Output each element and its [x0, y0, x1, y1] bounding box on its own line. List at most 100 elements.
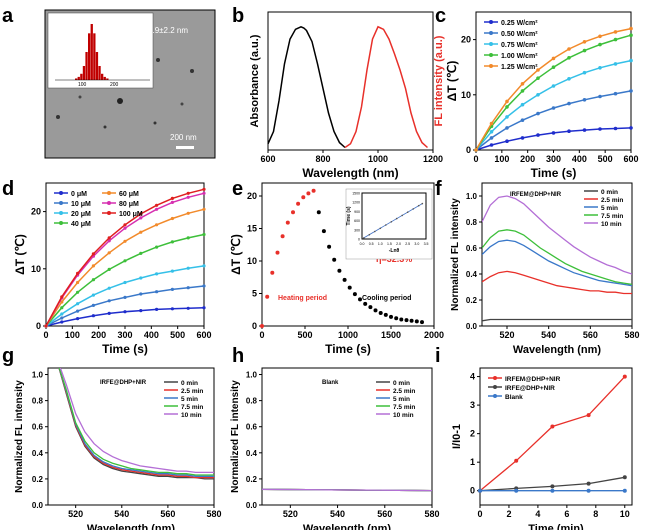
data-point [567, 129, 571, 133]
spectrum-line [482, 239, 632, 287]
data-point [202, 264, 206, 268]
histogram-bar [98, 66, 101, 80]
data-point [520, 136, 525, 140]
heating-point [311, 188, 316, 193]
data-point [44, 324, 48, 328]
x-axis-label: Time (min) [528, 523, 584, 530]
data-point [582, 40, 587, 44]
x-tick-label: 200 [91, 330, 106, 340]
legend-marker [107, 191, 111, 195]
spectrum-line [482, 229, 632, 286]
cooling-point [358, 297, 362, 302]
spectra-lines [482, 195, 632, 322]
x-tick-label: 580 [424, 509, 439, 519]
data-point [155, 223, 159, 227]
data-point [598, 94, 602, 99]
y-tick-label: 0.6 [32, 423, 44, 432]
heating-point [280, 234, 285, 239]
y-tick-label: 10 [31, 264, 41, 274]
legend-marker [59, 211, 63, 215]
cooling-point [383, 312, 388, 317]
data-point [60, 300, 64, 304]
plot-frame [261, 367, 433, 506]
cooling-point [332, 257, 337, 262]
data-point [76, 302, 80, 306]
legend-label: 7.5 min [393, 404, 415, 411]
data-point [170, 200, 174, 204]
inset-x-tick-label: 2.0 [396, 242, 401, 246]
histogram-bar [90, 24, 93, 80]
inset-y-tick-label: 600 [354, 219, 360, 223]
y-tick-label: 20 [461, 35, 471, 45]
data-point [536, 133, 540, 137]
data-point [170, 269, 174, 273]
inset-point [406, 211, 409, 213]
inset-y-tick-label: 0 [358, 238, 360, 242]
cooling-point [414, 319, 419, 324]
legend-label: IRFE@DHP+NIR [505, 385, 555, 392]
cooling-point [347, 285, 352, 290]
panel-h-blank-fl-spectra: 520 540 560 580 0.0 0.2 0.4 0.6 0.8 1.0 Wavelength… [230, 367, 440, 530]
data-point [489, 143, 494, 147]
y-tick-label: 0.8 [246, 397, 258, 406]
data-point [520, 82, 525, 86]
data-point [139, 251, 143, 255]
inset-y-tick-label: 900 [354, 210, 360, 214]
legend-label: 7.5 min [181, 404, 203, 411]
y-tick-label: 0.8 [32, 397, 44, 406]
data-point [505, 99, 509, 104]
y-tick-label: 0.4 [466, 270, 478, 279]
y-tick-label: 5 [252, 289, 257, 299]
inset-background [345, 188, 433, 260]
data-point [598, 34, 602, 39]
x-tick-label: 540 [330, 509, 345, 519]
data-point [489, 121, 494, 126]
inset-x-tick-label: 3.5 [424, 242, 429, 246]
spectrum-line [482, 318, 632, 322]
y-tick-label: 0.4 [246, 449, 258, 458]
cooling-point [363, 301, 368, 306]
plot-frame [361, 192, 427, 240]
inset-point [374, 230, 376, 233]
data-point [76, 317, 80, 321]
tem-particle [56, 115, 60, 119]
legend-label: 7.5 min [601, 213, 623, 220]
data-point [551, 106, 556, 110]
data-point [629, 33, 633, 37]
data-point [123, 310, 127, 314]
legend-label: Blank [505, 394, 523, 401]
data-point [582, 98, 587, 102]
cooling-point [368, 305, 373, 310]
data-point [155, 307, 159, 311]
tem-particle [117, 98, 123, 104]
histogram-bar [85, 52, 88, 80]
tem-particle [156, 58, 160, 62]
x-tick-label: 400 [572, 154, 587, 164]
data-point [107, 267, 111, 271]
data-point [107, 311, 111, 315]
data-point [76, 280, 80, 285]
plot-frame [267, 11, 434, 151]
panel-a-tem-image: 100 200 d=124.9±2.2 nm 200 nm [44, 9, 216, 159]
tem-particle [180, 102, 184, 106]
x-tick-label: 0 [259, 330, 264, 340]
x-tick-label: 4 [535, 509, 540, 519]
x-axis-label: Wavelength (nm) [87, 523, 176, 530]
y-tick-label: 1.0 [466, 192, 478, 201]
histogram-bar [82, 66, 86, 80]
inset-x-tick-label: 1.0 [378, 242, 383, 246]
spectra-lines [262, 488, 432, 492]
x-tick-label: 1500 [381, 330, 401, 340]
inset-point [379, 227, 382, 230]
legend-marker [489, 42, 493, 46]
data-point [622, 488, 627, 493]
x-tick-label: 600 [196, 330, 211, 340]
y-tick-label: 0.4 [32, 449, 44, 458]
x-tick-label: 560 [160, 509, 175, 519]
data-point [567, 101, 571, 106]
data-point [170, 216, 174, 221]
panel-label-c: c [435, 5, 446, 27]
inset-y-tick-label: 1500 [352, 192, 360, 196]
x-tick-label: 100 [65, 330, 80, 340]
y-tick-label: 20 [31, 207, 41, 217]
